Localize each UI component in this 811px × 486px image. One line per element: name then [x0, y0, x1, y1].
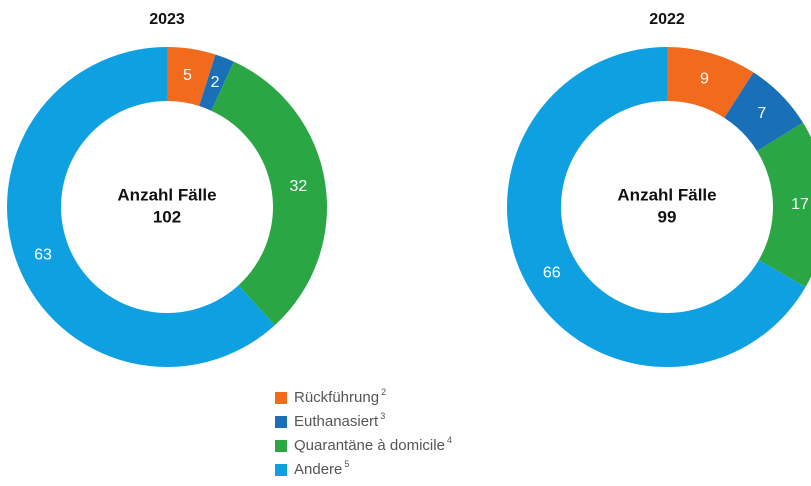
donut-slice: [757, 122, 811, 287]
data-label: 9: [700, 71, 709, 88]
center-label: Anzahl Fälle: [117, 185, 216, 204]
center-total: 102: [153, 207, 181, 226]
data-label: 66: [543, 265, 561, 282]
legend-note: 3: [380, 411, 385, 421]
chart-title: 2023: [149, 11, 185, 28]
data-label: 32: [290, 178, 308, 195]
legend-label: Rückführung 2: [294, 387, 386, 406]
legend-note: 4: [447, 435, 452, 445]
legend-note: 2: [381, 387, 386, 397]
legend-swatch: [275, 416, 287, 428]
data-label: 2: [211, 74, 220, 91]
legend-label: Euthanasiert 3: [294, 411, 385, 430]
donut-slice: [724, 72, 803, 152]
legend-swatch: [275, 392, 287, 404]
legend-name: Rückführung: [294, 389, 379, 406]
legend-name: Euthanasiert: [294, 413, 379, 430]
data-label: 17: [791, 196, 809, 213]
donut-slice: [199, 54, 234, 111]
data-label: 5: [183, 67, 192, 84]
legend-label: Andere 5: [294, 459, 349, 478]
donut-slice: [7, 47, 275, 367]
legend-label: Quarantäne à domicile 4: [294, 435, 452, 454]
center-label: Anzahl Fälle: [617, 185, 716, 204]
legend-note: 5: [344, 459, 349, 469]
donut-slice: [167, 47, 216, 106]
legend-swatch: [275, 464, 287, 476]
donut-slice: [506, 47, 806, 367]
data-label: 63: [34, 246, 52, 263]
donut-slice: [667, 47, 754, 118]
legend-swatch: [275, 440, 287, 452]
legend-name: Quarantäne à domicile: [294, 437, 445, 454]
donut-slice: [211, 61, 327, 326]
chart-title: 2022: [649, 11, 685, 28]
data-label: 7: [757, 105, 766, 122]
center-total: 99: [658, 207, 677, 226]
legend-name: Andere: [294, 461, 342, 478]
